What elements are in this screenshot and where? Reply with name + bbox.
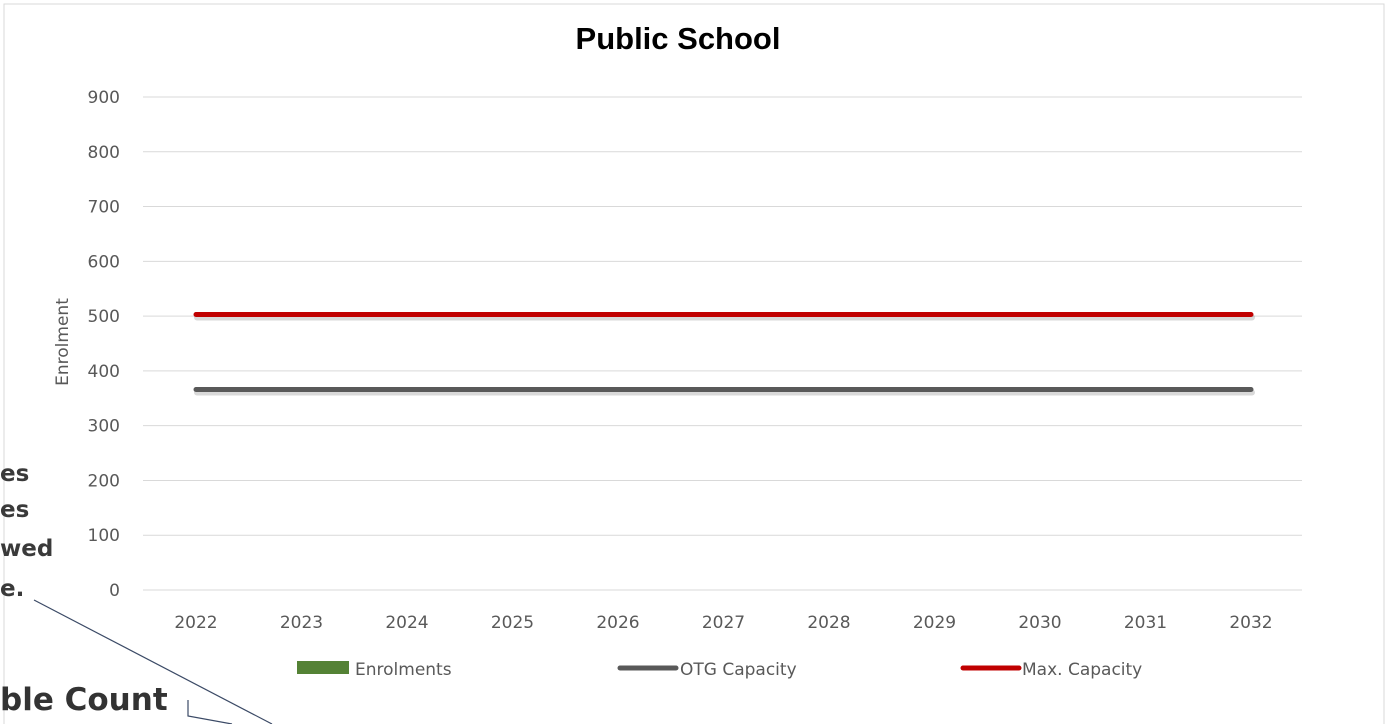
chart-border [3, 3, 1385, 724]
x-tick-labels: 2022 2023 2024 2025 2026 2027 2028 2029 2030 2031… [174, 613, 1272, 633]
x-tick-label: 2028 [807, 613, 850, 633]
chart-title: Public School [576, 21, 781, 56]
y-tick-label: 500 [88, 307, 120, 327]
x-tick-label: 2031 [1124, 613, 1167, 633]
legend-swatch-enrolments [297, 661, 349, 674]
y-tick-label: 400 [88, 362, 120, 382]
side-note-line: es [0, 497, 30, 523]
callout-line-upper [33, 599, 273, 724]
callout-line-lower [187, 700, 233, 724]
y-tick-label: 300 [88, 417, 120, 437]
legend: Enrolments OTG Capacity Max. Capacity [297, 660, 1142, 680]
x-tick-label: 2024 [385, 613, 428, 633]
side-note-line: e. [0, 576, 25, 602]
x-tick-label: 2022 [174, 613, 217, 633]
y-tick-label: 200 [88, 471, 120, 491]
y-axis-label: Enrolment [53, 298, 73, 386]
legend-label-enrolments: Enrolments [355, 660, 452, 680]
y-tick-label: 600 [88, 252, 120, 272]
legend-label-otg-capacity: OTG Capacity [680, 660, 797, 680]
x-tick-label: 2029 [913, 613, 956, 633]
y-tick-label: 700 [88, 198, 120, 218]
x-tick-label: 2025 [491, 613, 534, 633]
side-note-line: wed [0, 536, 54, 562]
x-tick-label: 2023 [280, 613, 323, 633]
x-tick-label: 2027 [702, 613, 745, 633]
y-tick-label: 100 [88, 526, 120, 546]
grid-lines [143, 96, 1302, 591]
callout-lines [33, 599, 273, 724]
x-tick-label: 2032 [1229, 613, 1272, 633]
bottom-note: ble Count [0, 682, 168, 718]
legend-label-max-capacity: Max. Capacity [1022, 660, 1142, 680]
y-tick-labels: 0 100 200 300 400 500 600 700 800 900 [88, 88, 120, 601]
x-tick-label: 2026 [596, 613, 639, 633]
x-tick-label: 2030 [1018, 613, 1061, 633]
y-tick-label: 0 [109, 581, 120, 601]
series-lines [193, 311, 1255, 396]
side-note-line: es [0, 461, 30, 487]
y-tick-label: 900 [88, 88, 120, 108]
y-tick-label: 800 [88, 143, 120, 163]
